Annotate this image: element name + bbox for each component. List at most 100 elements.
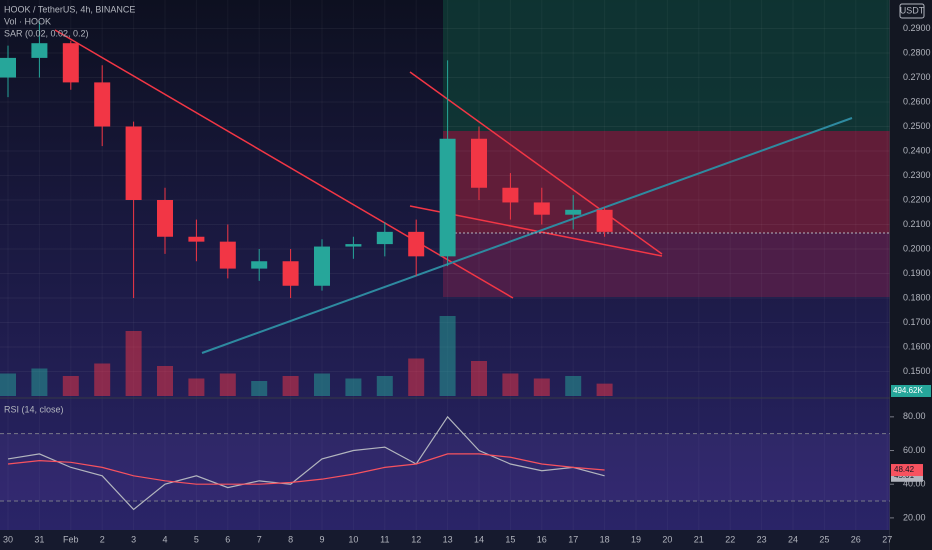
stop-zone-lower — [443, 233, 890, 297]
volume-bar — [533, 378, 550, 396]
y-tick-label: 0.2500 — [903, 121, 931, 131]
candle-body — [376, 231, 393, 245]
x-tick-label: 31 — [34, 534, 44, 544]
y-tick-label: 0.2700 — [903, 72, 931, 82]
volume-bar — [596, 383, 613, 396]
x-tick-label: 2 — [100, 534, 105, 544]
candle-body — [345, 244, 362, 247]
y-tick-label: 0.2400 — [903, 145, 931, 155]
rsi-line — [7, 415, 605, 511]
candle-body — [157, 200, 173, 237]
x-tick-label: 15 — [505, 534, 515, 544]
y-tick-label: 0.2000 — [903, 243, 931, 253]
rsi-title: RSI (14, close) — [4, 404, 64, 414]
y-tick-label: 80.00 — [903, 411, 926, 421]
trend-line — [409, 71, 663, 255]
volume-bar — [314, 373, 330, 396]
candle-body — [251, 261, 268, 269]
y-tick-label: 0.1900 — [903, 268, 931, 278]
x-tick-label: 5 — [194, 534, 199, 544]
volume-bar — [94, 363, 111, 396]
x-tick-label: 21 — [694, 534, 704, 544]
y-tick-label: 0.1600 — [903, 341, 931, 351]
candle-body — [471, 138, 487, 188]
volume-bar — [408, 358, 425, 396]
x-tick-label: 23 — [757, 534, 767, 544]
volume-bar — [0, 373, 16, 396]
x-tick-label: 27 — [882, 534, 892, 544]
volume-bar — [62, 376, 79, 396]
price-axis — [890, 0, 932, 550]
candle-body — [219, 241, 236, 269]
candle-body — [565, 209, 582, 215]
x-tick-label: 24 — [788, 534, 798, 544]
volume-bar — [219, 373, 236, 396]
volume-bar — [502, 373, 519, 396]
x-tick-label: 11 — [380, 534, 389, 544]
x-tick-label: 4 — [162, 534, 167, 544]
volume-bar — [157, 366, 173, 396]
candle-body — [596, 209, 613, 232]
volume-bar — [471, 361, 487, 396]
volume-label: 494.62K — [893, 386, 923, 395]
x-tick-label: 6 — [225, 534, 230, 544]
candle-body — [408, 231, 425, 257]
volume-bar — [376, 376, 393, 396]
candle-body — [31, 43, 48, 58]
candle-body — [188, 236, 205, 242]
y-tick-label: 0.1700 — [903, 317, 931, 327]
y-tick-label: 0.2600 — [903, 96, 931, 106]
volume-bar — [31, 368, 48, 396]
x-tick-label: 12 — [411, 534, 421, 544]
y-tick-label: 0.2200 — [903, 194, 931, 204]
stop-zone — [443, 131, 890, 233]
y-tick-label: 0.2800 — [903, 47, 931, 57]
candle-body — [125, 126, 142, 200]
target-zone — [443, 0, 890, 131]
x-tick-label: 8 — [288, 534, 293, 544]
currency: USDT — [900, 5, 925, 15]
y-tick-label: 0.1800 — [903, 292, 931, 302]
volume-bar — [565, 376, 582, 396]
candle-body — [314, 246, 330, 286]
trend-line — [54, 29, 514, 299]
x-tick-label: 30 — [3, 534, 13, 544]
x-tick-label: 19 — [631, 534, 641, 544]
chart-title: HOOK / TetherUS, 4h, BINANCE — [4, 4, 135, 14]
x-tick-label: 26 — [851, 534, 861, 544]
x-tick-label: 25 — [819, 534, 829, 544]
indicator: Vol · HOOK — [4, 16, 51, 26]
x-tick-label: 22 — [725, 534, 735, 544]
indicator: SAR (0.02, 0.02, 0.2) — [4, 28, 89, 38]
y-tick-label: 20.00 — [903, 512, 926, 522]
x-tick-label: 10 — [348, 534, 358, 544]
volume-bar — [125, 331, 142, 396]
currency-box — [899, 3, 925, 19]
candle-body — [439, 138, 456, 257]
trend-line — [201, 117, 853, 354]
x-tick-label: 9 — [319, 534, 324, 544]
x-tick-label: 17 — [568, 534, 578, 544]
candle-body — [94, 82, 111, 127]
x-tick-label: 14 — [474, 534, 484, 544]
x-tick-label: 7 — [257, 534, 262, 544]
rsi-line — [7, 453, 605, 485]
y-tick-label: 0.1500 — [903, 366, 931, 376]
volume-bar — [345, 378, 362, 396]
candle-body — [0, 57, 16, 78]
x-tick-label: 18 — [600, 534, 610, 544]
x-tick-label: 13 — [443, 534, 453, 544]
candle-body — [502, 187, 519, 203]
y-tick-label: 0.2900 — [903, 23, 931, 33]
candle-body — [282, 261, 299, 286]
value-tag — [891, 464, 923, 477]
x-tick-label: 3 — [131, 534, 136, 544]
value-label: 48.42 — [894, 465, 915, 474]
y-tick-label: 40.00 — [903, 479, 926, 489]
candle-body — [62, 43, 79, 83]
y-tick-label: 60.00 — [903, 445, 926, 455]
x-tick-label: Feb — [63, 534, 79, 544]
x-tick-label: 20 — [662, 534, 672, 544]
volume-bar — [251, 381, 268, 396]
